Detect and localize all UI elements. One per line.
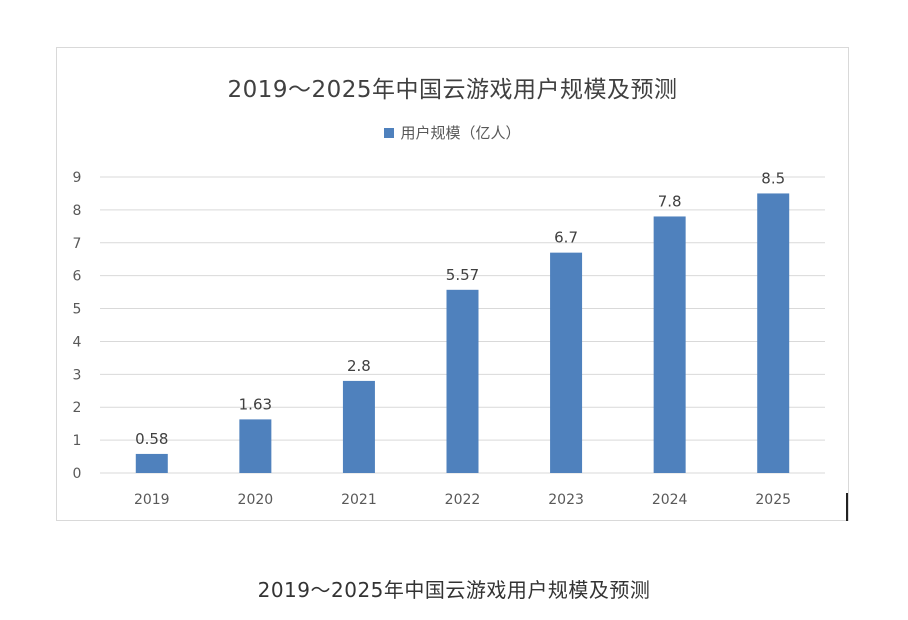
y-tick-label: 9 — [73, 170, 82, 186]
bar — [757, 193, 790, 473]
figure-caption: 2019～2025年中国云游戏用户规模及预测 — [257, 578, 651, 602]
x-tick-label: 2021 — [341, 492, 377, 508]
y-tick-label: 4 — [73, 334, 82, 350]
y-tick-label: 1 — [73, 433, 82, 449]
bar-chart: 0 1 2 3 4 5 6 7 8 9 0.58 1.63 2.8 5.57 6.7 7.8 8.5 2019… — [73, 169, 825, 508]
data-labels: 0.58 1.63 2.8 5.57 6.7 7.8 8.5 — [135, 169, 785, 447]
data-label: 0.58 — [135, 430, 168, 448]
bar — [446, 289, 479, 473]
bar — [135, 453, 168, 473]
legend-label: 用户规模（亿人） — [400, 124, 521, 142]
y-tick-label: 2 — [73, 400, 82, 416]
x-axis-ticks: 2019 2020 2021 2022 2023 2024 2025 — [134, 492, 791, 508]
x-tick-label: 2024 — [652, 492, 688, 508]
data-label: 1.63 — [239, 395, 272, 413]
edge-mark — [846, 493, 848, 521]
x-tick-label: 2025 — [755, 492, 791, 508]
bar — [653, 216, 686, 473]
y-tick-label: 6 — [73, 269, 82, 285]
x-tick-label: 2022 — [445, 492, 481, 508]
y-tick-label: 7 — [73, 236, 82, 252]
bars — [135, 193, 790, 473]
data-label: 7.8 — [658, 192, 682, 210]
x-tick-label: 2019 — [134, 492, 170, 508]
y-tick-label: 5 — [73, 302, 82, 318]
y-tick-label: 0 — [73, 466, 82, 482]
data-label: 6.7 — [554, 229, 578, 247]
bar — [550, 252, 583, 473]
bar — [342, 380, 375, 473]
data-label: 8.5 — [761, 169, 785, 187]
chart-frame: 2019～2025年中国云游戏用户规模及预测 用户规模（亿人） 0 1 2 3 4 5 6 7… — [56, 47, 849, 521]
data-label: 2.8 — [347, 357, 371, 375]
x-tick-label: 2020 — [238, 492, 274, 508]
legend-swatch — [384, 127, 395, 138]
legend: 用户规模（亿人） — [57, 122, 848, 143]
y-tick-label: 3 — [73, 367, 82, 383]
y-axis-ticks: 0 1 2 3 4 5 6 7 8 9 — [73, 170, 82, 482]
y-tick-label: 8 — [73, 203, 82, 219]
x-tick-label: 2023 — [548, 492, 584, 508]
chart-title: 2019～2025年中国云游戏用户规模及预测 — [227, 77, 678, 103]
bar — [239, 419, 272, 473]
data-label: 5.57 — [446, 266, 479, 284]
